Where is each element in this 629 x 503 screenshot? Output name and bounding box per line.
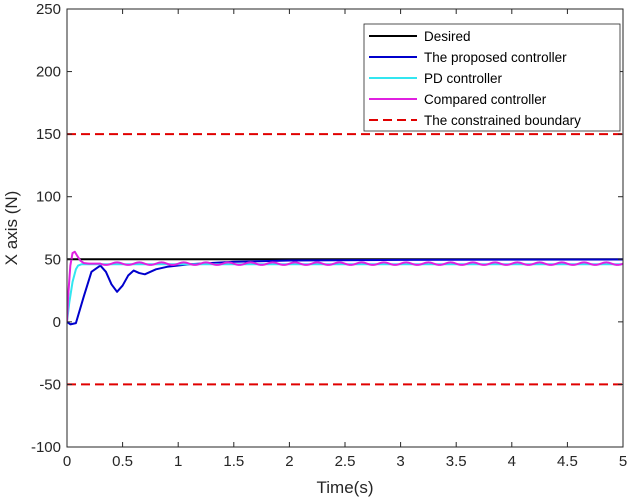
y-tick-label: -100 (31, 439, 61, 456)
x-tick-label: 1 (174, 453, 182, 470)
x-tick-label: 0.5 (112, 453, 133, 470)
y-tick-label: 150 (36, 126, 61, 143)
legend-label: The constrained boundary (424, 113, 581, 128)
y-tick-label: 200 (36, 64, 61, 81)
legend-label: The proposed controller (424, 50, 567, 65)
legend-label: Desired (424, 29, 471, 44)
x-axis-label: Time(s) (317, 478, 374, 497)
series-line-1 (67, 258, 623, 326)
x-tick-label: 2.5 (335, 453, 356, 470)
x-tick-label: 2 (285, 453, 293, 470)
series-line-2 (67, 263, 623, 322)
x-tick-label: 3 (396, 453, 404, 470)
x-tick-label: 5 (619, 453, 627, 470)
legend-label: Compared controller (424, 92, 547, 107)
y-ticks: -100 -50 0 50 100 150 200 250 (31, 1, 623, 456)
y-tick-label: 50 (44, 251, 61, 268)
legend: Desired The proposed controller PD control… (363, 23, 621, 132)
x-tick-label: 4.5 (557, 453, 578, 470)
x-tick-label: 3.5 (446, 453, 467, 470)
y-axis-label: X axis (N) (2, 191, 21, 266)
y-tick-label: 0 (53, 314, 61, 331)
x-tick-label: 0 (63, 453, 71, 470)
x-tick-label: 1.5 (223, 453, 244, 470)
y-tick-label: 250 (36, 1, 61, 18)
legend-label: PD controller (424, 71, 503, 86)
x-ticks: 0 0.5 1 1.5 2 2.5 3 3.5 4 4.5 5 (63, 9, 627, 470)
y-tick-label: 100 (36, 189, 61, 206)
x-tick-label: 4 (508, 453, 516, 470)
series-line-3 (67, 250, 623, 322)
y-tick-label: -50 (39, 376, 61, 393)
